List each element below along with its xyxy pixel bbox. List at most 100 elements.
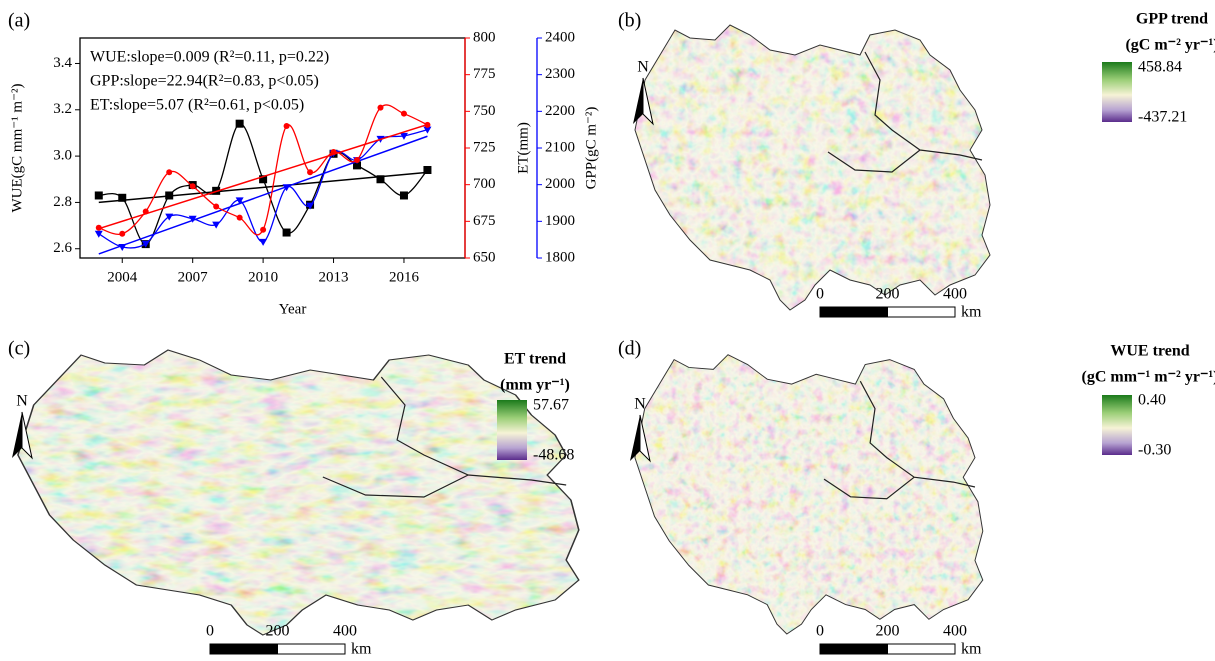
colorbar-title: GPP trend (1136, 11, 1208, 28)
colorbar-max: 0.40 (1138, 392, 1166, 409)
north-arrow (642, 77, 654, 126)
marker (94, 230, 103, 238)
y-tick-label: 3.0 (53, 148, 72, 164)
y2-tick-label: 675 (473, 213, 496, 229)
y3-tick-label: 2000 (545, 176, 575, 192)
colorbar-min: -437.21 (1138, 109, 1187, 126)
north-label: N (634, 396, 646, 413)
marker (282, 228, 291, 237)
marker (306, 202, 315, 210)
marker (283, 123, 290, 129)
marker (212, 221, 221, 229)
north-arrow (639, 414, 651, 463)
scale-bar (210, 644, 278, 654)
y2-tick-label: 650 (473, 249, 496, 265)
colorbar-min: -0.30 (1138, 442, 1171, 459)
north-arrow (633, 78, 643, 124)
north-arrow (630, 415, 640, 461)
panel-label: (c) (8, 338, 30, 360)
panel-label: (a) (8, 10, 30, 32)
x-tick-label: 2004 (107, 269, 138, 285)
marker (235, 197, 244, 205)
marker (165, 191, 174, 200)
y-axis-label: WUE(gC mm⁻¹ m⁻²) (9, 84, 25, 213)
scale-unit: km (351, 641, 372, 658)
colorbar-unit: (mm yr⁻¹) (500, 377, 570, 394)
marker (399, 191, 408, 200)
north-label: N (637, 59, 649, 76)
colorbar-unit: (gC m⁻² yr⁻¹) (1125, 37, 1215, 54)
marker (165, 213, 174, 221)
marker (354, 157, 361, 164)
marker (94, 191, 103, 200)
province-border (865, 52, 982, 160)
y3-tick-label: 2400 (545, 29, 575, 45)
y3-tick-label: 2300 (545, 66, 575, 82)
north-label: N (16, 393, 28, 410)
y-tick-label: 3.2 (53, 101, 72, 117)
map-raster (635, 25, 990, 310)
x-tick-label: 2013 (319, 269, 349, 285)
colorbar-title: WUE trend (1110, 343, 1189, 360)
marker (423, 126, 432, 134)
marker (236, 214, 243, 221)
panel-label: (b) (618, 10, 641, 32)
marker (377, 104, 384, 111)
y3-tick-label: 1900 (545, 213, 575, 229)
province-border (381, 377, 566, 485)
marker (423, 166, 432, 174)
marker (235, 119, 244, 128)
y2-tick-label: 700 (473, 176, 496, 192)
y3-tick-label: 2200 (545, 103, 575, 119)
scale-unit: km (961, 641, 982, 658)
marker (260, 226, 267, 233)
y-tick-label: 2.6 (53, 240, 72, 256)
map-raster (17, 350, 579, 635)
marker (353, 161, 362, 170)
province-border (860, 381, 975, 487)
trend-line (98, 123, 428, 230)
scale-label: 0 (816, 623, 824, 640)
province-border (824, 477, 914, 499)
y3-tick-label: 1800 (545, 249, 575, 265)
y-tick-label: 2.8 (53, 194, 72, 210)
marker (118, 244, 127, 251)
marker (141, 240, 150, 248)
marker (189, 183, 196, 190)
y2-axis-label: ET(mm) (515, 122, 531, 174)
x-axis-label: Year (279, 301, 307, 317)
marker (282, 184, 291, 192)
trend-line (98, 135, 428, 255)
marker (399, 132, 408, 140)
marker (95, 224, 102, 231)
scale-bar (820, 307, 888, 317)
marker (330, 148, 337, 155)
scale-label: 400 (943, 286, 967, 303)
scale-bar (820, 644, 888, 654)
colorbar-min: -48.68 (533, 447, 574, 464)
y2-tick-label: 800 (473, 29, 496, 45)
y2-tick-label: 750 (473, 103, 496, 119)
marker (400, 110, 407, 117)
colorbar-max: 57.67 (533, 397, 569, 414)
y2-tick-label: 775 (473, 66, 496, 82)
series-line (98, 123, 428, 245)
marker (119, 230, 126, 237)
scale-unit: km (961, 304, 982, 321)
north-arrow (12, 412, 22, 458)
x-tick-label: 2007 (178, 269, 209, 285)
scale-label: 200 (876, 286, 900, 303)
scale-label: 400 (943, 623, 967, 640)
scale-label: 0 (206, 623, 214, 640)
map (634, 24, 991, 311)
map (17, 349, 580, 636)
panel-label: (d) (618, 338, 641, 360)
legend-entry: WUE:slope=0.009 (R²=0.11, p=0.22) (90, 49, 329, 66)
marker (259, 238, 268, 246)
x-tick-label: 2016 (389, 269, 420, 285)
marker (118, 193, 127, 202)
scale-label: 200 (266, 623, 290, 640)
province-border (323, 475, 468, 497)
colorbar-title: ET trend (504, 351, 566, 368)
